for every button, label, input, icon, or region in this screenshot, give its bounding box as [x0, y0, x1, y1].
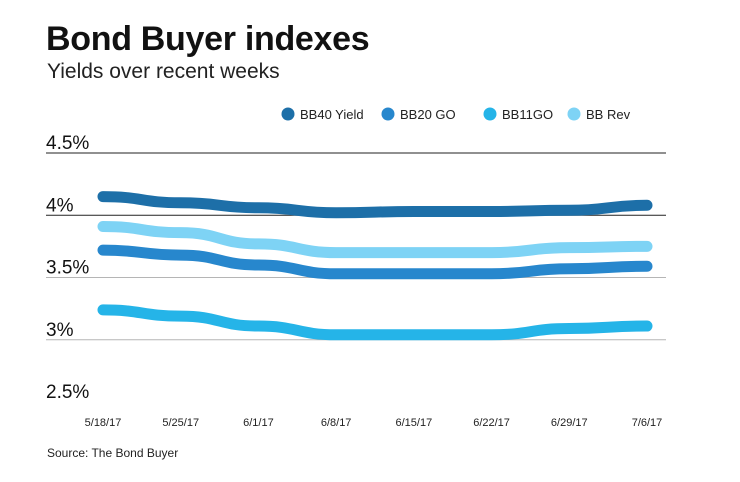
series-line-bb40-yield [97, 191, 653, 219]
legend-label: BB11GO [502, 107, 553, 122]
legend-swatch [381, 107, 395, 121]
chart-title: Bond Buyer indexes [46, 20, 370, 58]
x-tick-label: 6/22/17 [473, 417, 510, 429]
chart-source: Source: The Bond Buyer [47, 446, 179, 460]
legend-item: BB11GO [483, 107, 553, 122]
y-tick-label: 2.5% [46, 382, 89, 403]
y-tick-label: 3% [46, 320, 74, 341]
y-axis: 4.5% 4% 3.5% 3% 2.5% [46, 133, 89, 403]
chart-subtitle: Yields over recent weeks [47, 60, 280, 83]
x-tick-label: 6/15/17 [396, 417, 433, 429]
series-line-bb11go [97, 304, 653, 341]
series-line-bb20-go [97, 244, 653, 280]
y-tick-label: 4% [46, 195, 74, 216]
legend-item: BB40 Yield [281, 107, 364, 122]
legend-swatch [281, 107, 295, 121]
x-tick-label: 6/8/17 [321, 417, 352, 429]
chart-legend: BB40 Yield BB20 GO BB11GO BB Rev [281, 107, 631, 122]
x-tick-label: 5/18/17 [85, 417, 122, 429]
legend-label: BB Rev [586, 107, 631, 122]
legend-label: BB20 GO [400, 107, 456, 122]
y-tick-label: 4.5% [46, 133, 89, 154]
y-tick-label: 3.5% [46, 258, 89, 279]
x-axis: 5/18/17 5/25/17 6/1/17 6/8/17 6/15/17 6/22/17… [85, 417, 663, 429]
x-tick-label: 6/1/17 [243, 417, 274, 429]
series-line-bb-rev [97, 220, 653, 259]
x-tick-label: 6/29/17 [551, 417, 588, 429]
chart-series [97, 191, 653, 341]
x-tick-label: 5/25/17 [162, 417, 199, 429]
legend-swatch [483, 107, 497, 121]
legend-swatch [567, 107, 581, 121]
legend-item: BB Rev [567, 107, 631, 122]
legend-label: BB40 Yield [300, 107, 364, 122]
x-tick-label: 7/6/17 [632, 417, 663, 429]
legend-item: BB20 GO [381, 107, 456, 122]
